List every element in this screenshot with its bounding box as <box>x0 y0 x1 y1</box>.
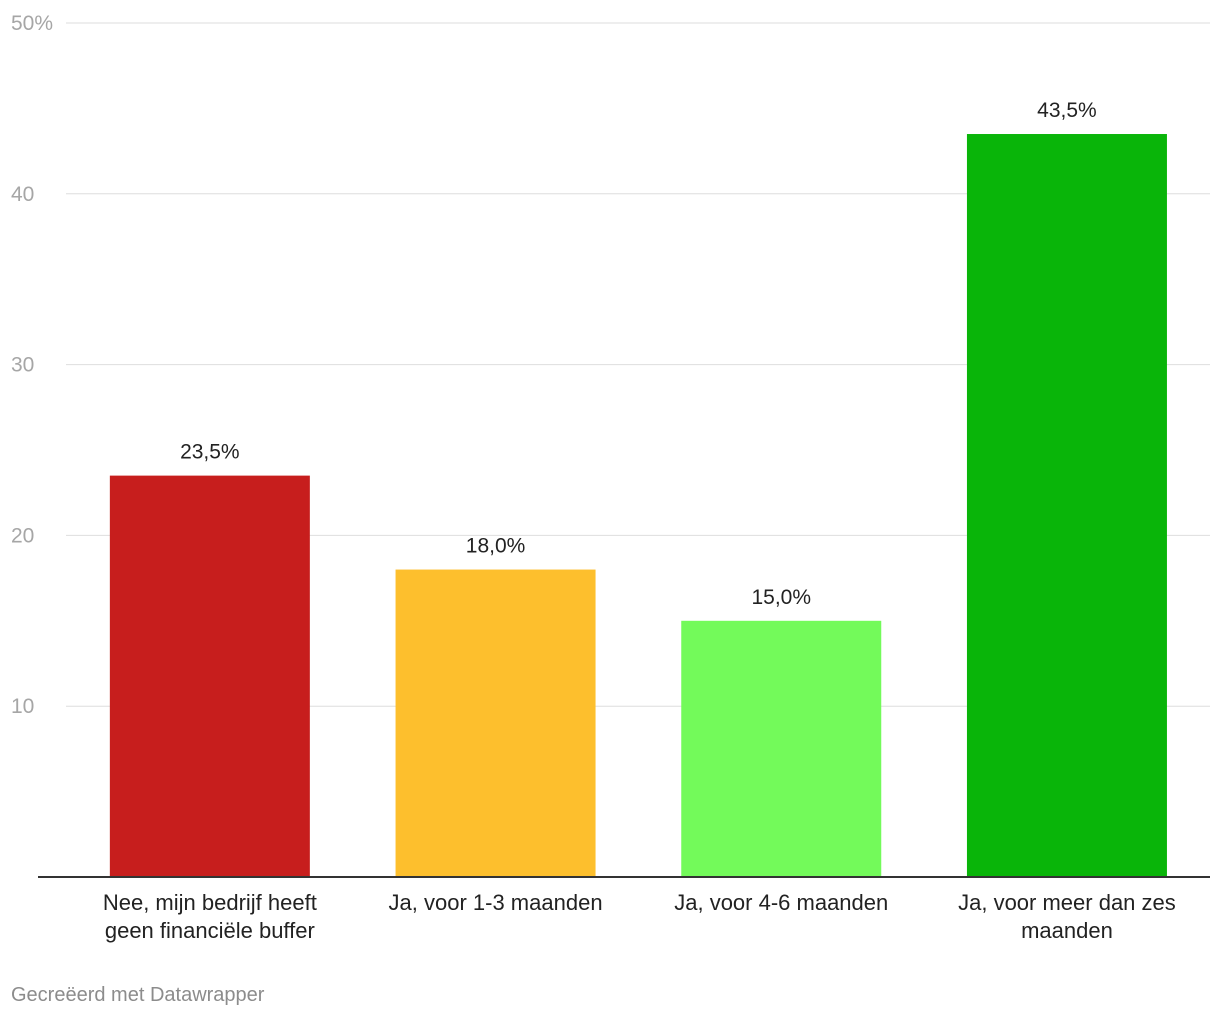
category-label: maanden <box>1021 918 1113 943</box>
category-label: Nee, mijn bedrijf heeft <box>103 890 317 915</box>
y-tick-label: 30 <box>11 354 34 377</box>
y-axis-tick-labels: 10 20 30 40 50% <box>11 12 53 718</box>
bar <box>966 134 1167 877</box>
bar-value-label: 23,5% <box>180 441 240 464</box>
bar <box>395 569 596 877</box>
y-tick-label: 20 <box>11 524 34 547</box>
category-labels: Nee, mijn bedrijf heeft geen financiële b… <box>103 890 1176 943</box>
bar <box>109 475 310 877</box>
bar <box>681 620 882 877</box>
category-label: Ja, voor 1-3 maanden <box>389 890 603 915</box>
value-labels: 23,5% 18,0% 15,0% 43,5% <box>180 99 1097 609</box>
bar-value-label: 18,0% <box>466 535 526 558</box>
bar-value-label: 15,0% <box>751 586 811 609</box>
category-label: Ja, voor 4-6 maanden <box>674 890 888 915</box>
bar-value-label: 43,5% <box>1037 99 1097 122</box>
bars <box>109 134 1167 877</box>
y-tick-label: 10 <box>11 695 34 718</box>
footer-credit: Gecreëerd met Datawrapper <box>11 984 265 1006</box>
category-label: geen financiële buffer <box>105 918 315 943</box>
category-label: Ja, voor meer dan zes <box>958 890 1176 915</box>
y-tick-label: 40 <box>11 183 34 206</box>
y-tick-label: 50% <box>11 12 53 35</box>
